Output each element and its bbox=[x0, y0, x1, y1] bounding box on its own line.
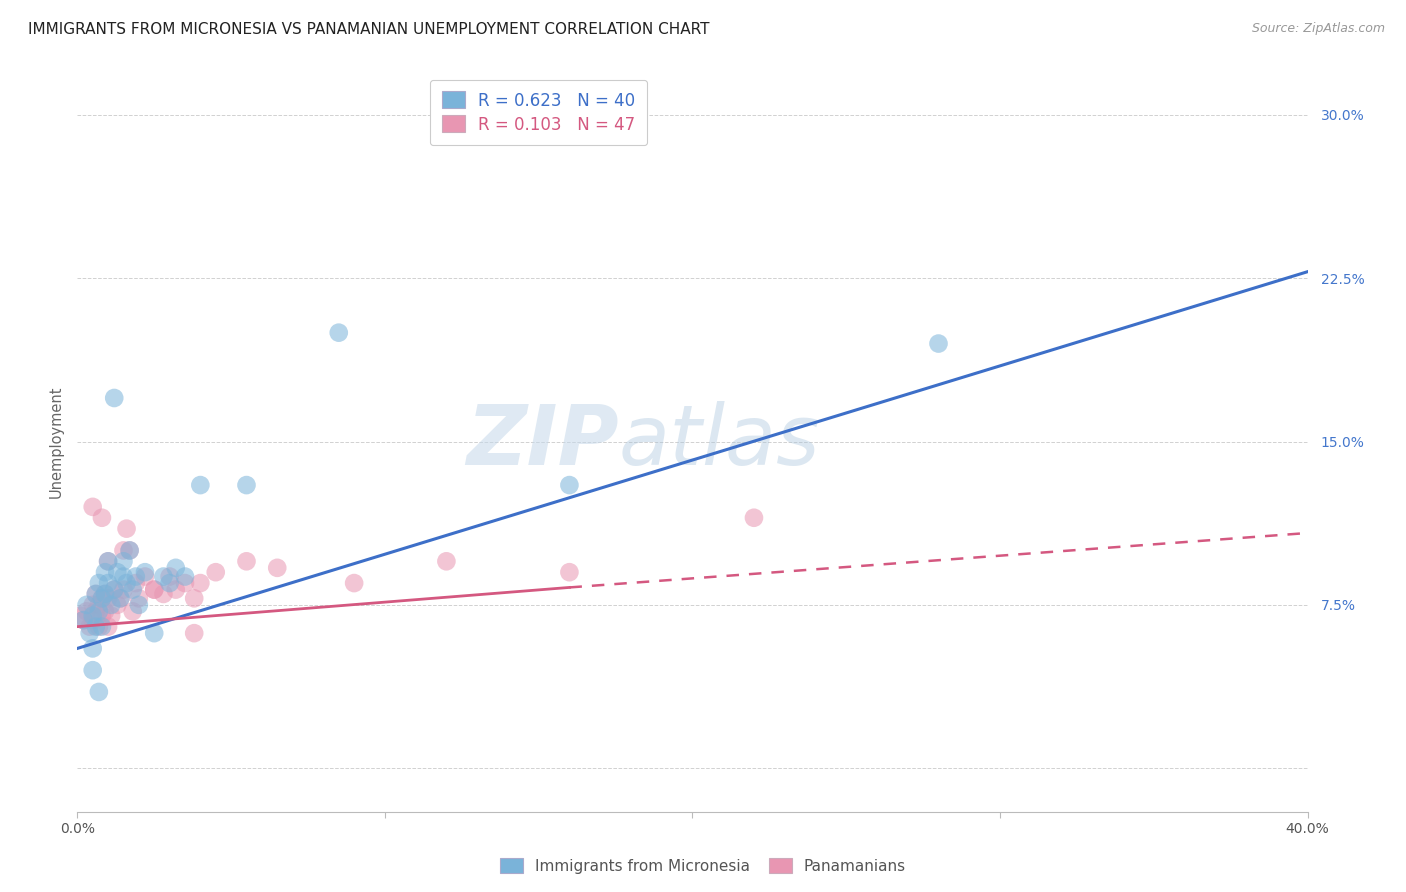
Point bbox=[94, 604, 117, 618]
Point bbox=[100, 608, 122, 623]
Point bbox=[84, 587, 107, 601]
Point bbox=[436, 554, 458, 568]
Point bbox=[165, 561, 187, 575]
Point bbox=[82, 500, 104, 514]
Point bbox=[94, 587, 117, 601]
Point bbox=[121, 604, 143, 618]
Legend: Immigrants from Micronesia, Panamanians: Immigrants from Micronesia, Panamanians bbox=[494, 852, 912, 880]
Point bbox=[82, 663, 104, 677]
Point bbox=[134, 565, 156, 579]
Point bbox=[125, 576, 148, 591]
Point bbox=[105, 565, 128, 579]
Point bbox=[118, 543, 141, 558]
Point bbox=[94, 587, 117, 601]
Point bbox=[103, 391, 125, 405]
Point bbox=[90, 619, 114, 633]
Point bbox=[82, 641, 104, 656]
Point bbox=[112, 543, 135, 558]
Point bbox=[188, 478, 212, 492]
Point bbox=[103, 582, 125, 597]
Point bbox=[143, 582, 166, 597]
Point bbox=[128, 591, 150, 606]
Point bbox=[69, 608, 91, 623]
Text: Source: ZipAtlas.com: Source: ZipAtlas.com bbox=[1251, 22, 1385, 36]
Point bbox=[928, 336, 950, 351]
Point bbox=[118, 543, 141, 558]
Point bbox=[128, 598, 150, 612]
Point bbox=[90, 591, 114, 606]
Point bbox=[174, 569, 197, 583]
Point bbox=[94, 565, 117, 579]
Point bbox=[328, 326, 350, 340]
Point bbox=[97, 576, 120, 591]
Point bbox=[343, 576, 366, 591]
Point bbox=[235, 478, 257, 492]
Point bbox=[188, 576, 212, 591]
Point bbox=[82, 598, 104, 612]
Point bbox=[125, 569, 148, 583]
Point bbox=[84, 619, 107, 633]
Point bbox=[183, 591, 205, 606]
Point bbox=[90, 510, 114, 524]
Point bbox=[76, 604, 98, 618]
Point bbox=[100, 598, 122, 612]
Point bbox=[165, 582, 187, 597]
Point bbox=[87, 619, 110, 633]
Point bbox=[152, 569, 174, 583]
Point bbox=[121, 582, 143, 597]
Point bbox=[82, 613, 104, 627]
Point bbox=[159, 569, 181, 583]
Point bbox=[115, 522, 138, 536]
Point bbox=[742, 510, 765, 524]
Point bbox=[266, 561, 288, 575]
Point bbox=[159, 576, 181, 591]
Point bbox=[558, 565, 581, 579]
Point bbox=[87, 598, 110, 612]
Point bbox=[174, 576, 197, 591]
Point bbox=[110, 591, 132, 606]
Point bbox=[204, 565, 226, 579]
Point bbox=[97, 591, 120, 606]
Point bbox=[90, 608, 114, 623]
Point bbox=[87, 685, 110, 699]
Point bbox=[103, 582, 125, 597]
Text: IMMIGRANTS FROM MICRONESIA VS PANAMANIAN UNEMPLOYMENT CORRELATION CHART: IMMIGRANTS FROM MICRONESIA VS PANAMANIAN… bbox=[28, 22, 710, 37]
Point bbox=[79, 619, 101, 633]
Point bbox=[97, 619, 120, 633]
Point bbox=[143, 582, 166, 597]
Text: atlas: atlas bbox=[619, 401, 820, 482]
Point bbox=[143, 626, 166, 640]
Point bbox=[152, 587, 174, 601]
Point bbox=[82, 608, 104, 623]
Point bbox=[87, 576, 110, 591]
Point bbox=[183, 626, 205, 640]
Point bbox=[90, 591, 114, 606]
Point bbox=[84, 604, 107, 618]
Point bbox=[110, 591, 132, 606]
Point bbox=[115, 576, 138, 591]
Point bbox=[87, 604, 110, 618]
Point bbox=[72, 613, 94, 627]
Point bbox=[76, 598, 98, 612]
Point bbox=[112, 582, 135, 597]
Legend: R = 0.623   N = 40, R = 0.103   N = 47: R = 0.623 N = 40, R = 0.103 N = 47 bbox=[430, 79, 647, 145]
Point bbox=[79, 626, 101, 640]
Point bbox=[97, 554, 120, 568]
Point bbox=[105, 598, 128, 612]
Point bbox=[134, 569, 156, 583]
Point bbox=[84, 587, 107, 601]
Point bbox=[112, 569, 135, 583]
Point bbox=[112, 554, 135, 568]
Point bbox=[235, 554, 257, 568]
Point bbox=[72, 613, 94, 627]
Text: ZIP: ZIP bbox=[465, 401, 619, 482]
Y-axis label: Unemployment: Unemployment bbox=[48, 385, 63, 498]
Point bbox=[97, 554, 120, 568]
Point bbox=[558, 478, 581, 492]
